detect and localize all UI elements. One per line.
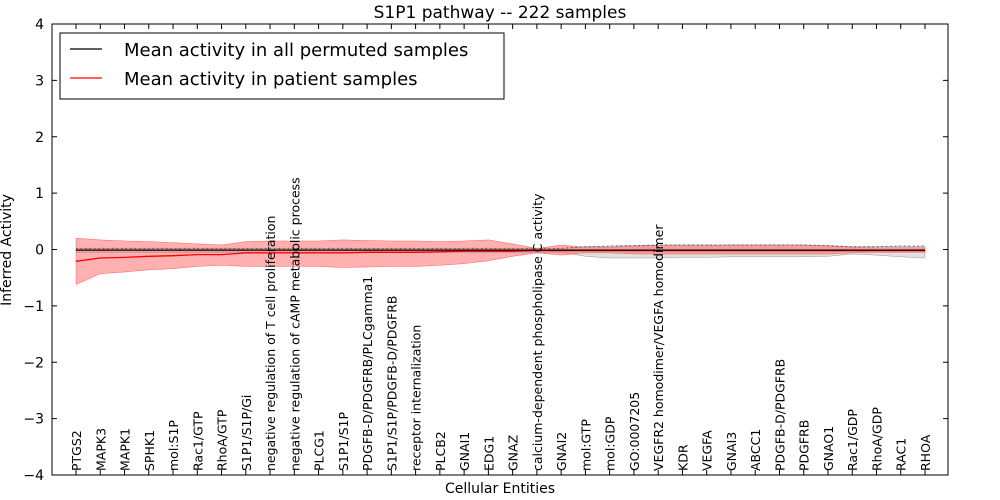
y-tick-label: 3 [35,73,44,89]
x-tick-label: mol:GDP [603,416,618,471]
x-tick-label: SPHK1 [142,430,157,471]
x-tick-label: KDR [675,444,690,471]
legend-label-permuted: Mean activity in all permuted samples [124,40,468,61]
x-tick-label: RHOA [918,434,933,471]
x-tick-label: PLCG1 [312,430,327,471]
x-tick-label: MAPK3 [93,428,108,471]
confidence-bands [75,237,926,285]
x-tick-label: Rac1/GDP [845,409,860,471]
x-tick-label: Rac1/GTP [190,411,205,471]
x-axis-label: Cellular Entities [445,481,555,497]
x-tick-label: S1P1/S1P/Gi [239,395,254,471]
x-tick-label: GNAI3 [724,432,739,471]
legend: Mean activity in all permuted samples Me… [59,32,505,100]
y-tick-label: 0 [35,243,44,259]
x-tick-label: GNAI2 [554,432,569,471]
y-tick-label: −4 [23,468,44,484]
chart-title: S1P1 pathway -- 222 samples [374,3,627,23]
x-tick-label: PDGFRB [797,420,812,471]
x-tick-label: S1P1/S1P/PDGFB-D/PDGFRB [384,296,399,472]
y-axis-label: Inferred Activity [0,194,15,306]
x-tick-label: GNAO1 [821,426,836,471]
y-axis: −4 −3 −2 −1 0 1 2 3 4 [23,17,948,484]
band-patient [75,237,926,285]
legend-label-patient: Mean activity in patient samples [124,69,418,90]
legend-box [59,32,505,100]
y-tick-label: −1 [23,299,44,315]
reference-dotted-line [76,244,925,249]
x-tick-label: GNAZ [506,435,521,471]
y-tick-label: −3 [23,412,44,428]
x-tick-label: receptor internalization [409,325,424,471]
x-tick-label: GNAI1 [457,432,472,471]
x-tick-label: PTGS2 [69,430,84,471]
y-tick-label: 2 [35,130,44,146]
x-tick-label: ABCC1 [748,429,763,471]
x-tick-label: negative regulation of T cell proliferat… [263,216,278,471]
x-tick-label: GO:0007205 [627,392,642,471]
x-tick-label: EDG1 [481,436,496,471]
x-tick-label: RhoA/GTP [215,409,230,471]
x-tick-label: negative regulation of cAMP metabolic pr… [287,177,302,471]
x-tick-label: PDGFB-D/PDGFRB/PLCgamma1 [360,276,375,471]
x-axis-ticks [75,24,926,475]
x-tick-label: RAC1 [894,438,909,471]
x-tick-label: mol:S1P [166,420,181,471]
series-lines [75,244,925,262]
y-tick-label: −2 [23,355,44,371]
x-tick-label: PDGFB-D/PDGFRB [773,359,788,471]
x-tick-label: PLCB2 [433,431,448,471]
x-tick-label: calcium-dependent phospholipase C activi… [530,193,545,471]
x-tick-label: VEGFR2 homodimer/VEGFA homodimer [651,224,666,471]
x-tick-label: S1P1/S1P [336,412,351,471]
x-tick-label: MAPK1 [118,428,133,471]
x-tick-label: VEGFA [700,430,715,471]
y-tick-label: 1 [35,186,44,202]
y-tick-label: 4 [35,17,44,33]
x-tick-labels: PTGS2 MAPK3 MAPK1 SPHK1 mol:S1P Rac1/GTP RhoA/… [69,177,933,471]
x-tick-label: RhoA/GDP [870,407,885,471]
x-tick-label: mol:GTP [578,419,593,471]
